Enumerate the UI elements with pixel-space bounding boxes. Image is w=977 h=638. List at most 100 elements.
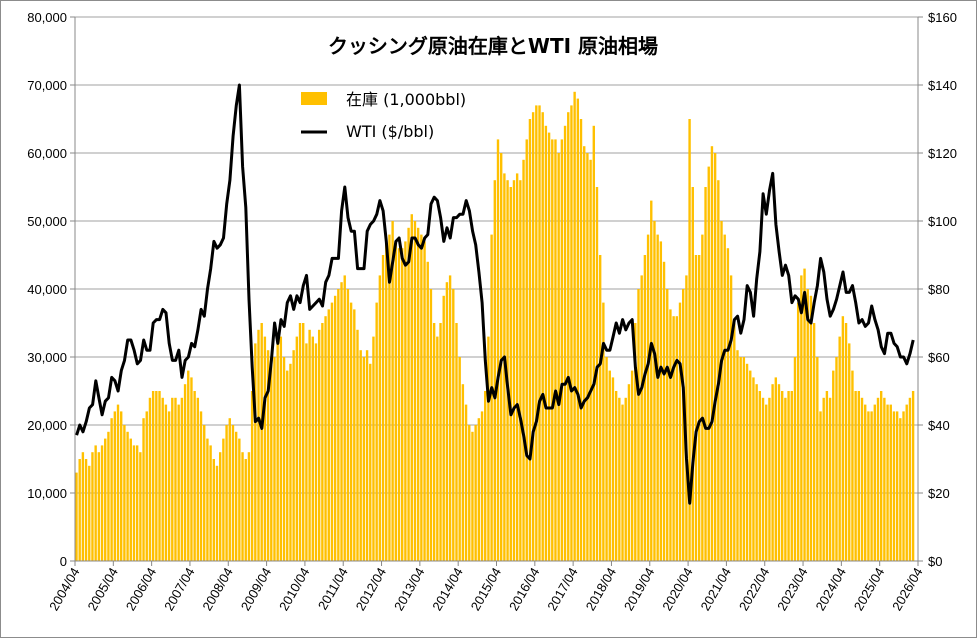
inventory-bar [164, 404, 168, 561]
inventory-bar [630, 370, 634, 561]
inventory-bars [75, 91, 915, 562]
inventory-bar [563, 125, 567, 562]
inventory-bar [333, 295, 337, 561]
inventory-bar [289, 363, 292, 561]
inventory-bar [120, 411, 123, 561]
inventory-bar [276, 343, 279, 561]
inventory-bar [509, 187, 512, 561]
inventory-bar [302, 323, 305, 561]
inventory-bar [84, 459, 88, 561]
inventory-bar [755, 384, 758, 561]
inventory-bar [669, 309, 672, 561]
inventory-bar [391, 221, 394, 561]
inventory-bar [241, 452, 244, 561]
inventory-bar [429, 289, 433, 561]
wti-line-group [75, 83, 915, 505]
inventory-bar [704, 187, 707, 561]
inventory-bar [547, 132, 551, 561]
inventory-bar [659, 241, 663, 561]
inventory-bar [369, 363, 372, 561]
inventory-bar [876, 397, 880, 561]
inventory-bar [145, 411, 148, 561]
y-left-tick-label: 50,000 [27, 214, 67, 229]
x-tick-label: 2010/04 [276, 565, 312, 613]
y-left-tick-label: 80,000 [27, 10, 67, 25]
inventory-bar [867, 411, 870, 561]
inventory-bar [187, 370, 190, 561]
inventory-bar [637, 289, 640, 561]
inventory-bar [305, 343, 308, 561]
inventory-bar [908, 397, 912, 561]
inventory-bar [148, 397, 152, 561]
inventory-bar [183, 384, 187, 561]
inventory-bar [177, 404, 180, 561]
x-tick-label: 2013/04 [391, 565, 427, 613]
inventory-bar [771, 384, 774, 561]
inventory-bar [404, 241, 407, 561]
inventory-bar [199, 411, 203, 561]
inventory-bar [576, 98, 580, 561]
inventory-bar [710, 146, 714, 561]
inventory-bar [423, 241, 426, 561]
inventory-bar [250, 391, 254, 561]
inventory-bar [809, 295, 813, 561]
inventory-bar [886, 404, 889, 561]
inventory-bar [238, 438, 241, 561]
inventory-bar [416, 227, 420, 562]
inventory-bar [519, 180, 522, 561]
y-right-tick-label: $20 [928, 486, 950, 501]
y-right-tick-label: $0 [928, 554, 942, 569]
inventory-bar [212, 459, 215, 561]
inventory-bar [506, 180, 509, 561]
inventory-bar [468, 425, 471, 561]
inventory-bar [458, 357, 461, 561]
inventory-bar [113, 411, 117, 561]
inventory-bar [758, 391, 762, 561]
inventory-bar [321, 323, 324, 561]
inventory-bar [864, 404, 867, 561]
inventory-bar [155, 391, 158, 561]
inventory-bar [218, 452, 222, 561]
inventory-bar [464, 404, 468, 561]
y-left-tick-label: 0 [60, 554, 67, 569]
inventory-bar [835, 357, 838, 561]
inventory-bar [656, 234, 659, 561]
inventory-bar [209, 445, 212, 561]
inventory-bar [717, 180, 720, 561]
inventory-bar [816, 357, 819, 561]
inventory-bar [346, 289, 350, 561]
inventory-bar [388, 234, 391, 561]
inventory-bar [343, 275, 346, 561]
inventory-bar [337, 289, 340, 561]
inventory-bar [413, 221, 417, 561]
y-left-tick-label: 30,000 [27, 350, 67, 365]
inventory-bar [499, 153, 503, 561]
inventory-bar [621, 404, 624, 561]
inventory-bar [394, 241, 398, 561]
inventory-bar [889, 404, 892, 561]
inventory-bar [493, 180, 496, 561]
x-tick-label: 2012/04 [353, 565, 389, 613]
inventory-bar [544, 125, 548, 562]
inventory-bar [697, 255, 701, 561]
x-tick-label: 2025/04 [851, 565, 887, 613]
inventory-bar [573, 91, 576, 562]
inventory-bar [474, 425, 477, 561]
inventory-bar [844, 323, 848, 561]
inventory-bar [158, 391, 161, 561]
inventory-bar [381, 255, 385, 561]
inventory-bar [81, 452, 85, 561]
inventory-bar [701, 234, 704, 561]
inventory-bar [116, 404, 120, 561]
inventory-bar [860, 397, 864, 561]
inventory-bar [375, 302, 378, 561]
legend-label-wti: WTI ($/bbl) [346, 122, 434, 141]
inventory-bar [327, 309, 330, 561]
x-tick-label: 2016/04 [506, 565, 542, 613]
inventory-bar [317, 329, 321, 561]
inventory-bar [490, 234, 493, 561]
inventory-bar [899, 418, 902, 561]
gridlines [75, 16, 918, 494]
inventory-bar [129, 438, 132, 561]
inventory-bar [410, 214, 413, 561]
